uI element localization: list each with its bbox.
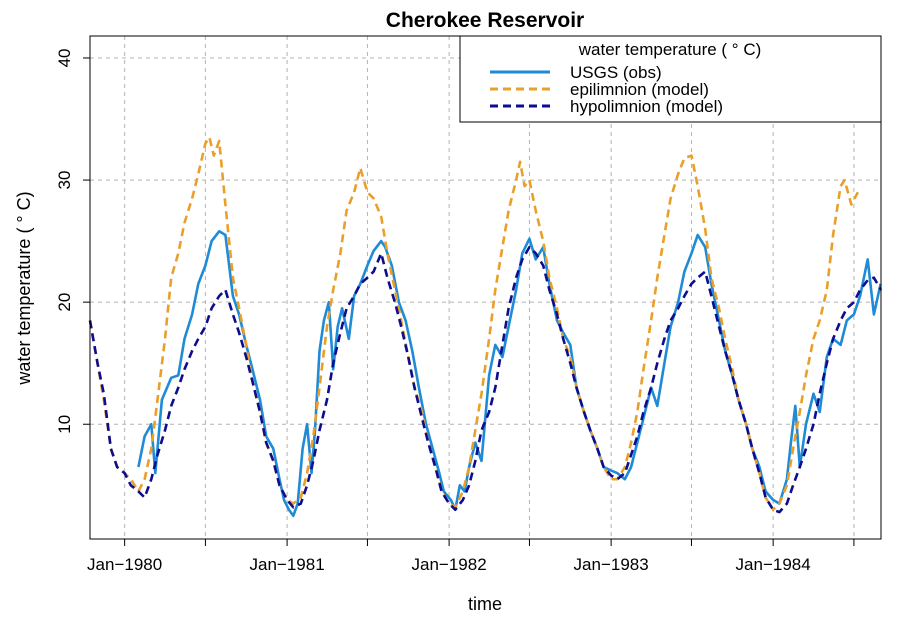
legend-label: USGS (obs)	[570, 63, 662, 82]
y-tick-label: 40	[55, 49, 74, 68]
legend-items: USGS (obs)epilimnion (model)hypolimnion …	[490, 63, 723, 116]
x-tick-label: Jan−1983	[574, 555, 649, 574]
y-tick-label: 30	[55, 171, 74, 190]
y-tick-label: 10	[55, 415, 74, 434]
x-tick-label: Jan−1982	[412, 555, 487, 574]
series-line-2	[88, 136, 860, 512]
series-line-1	[137, 230, 882, 518]
x-tick-label: Jan−1980	[87, 555, 162, 574]
legend-box	[459, 35, 882, 123]
x-axis-label: time	[468, 594, 502, 614]
series-line-3	[88, 245, 883, 514]
axis-layer: Jan−1980 Jan−1981 Jan−1982 Jan−1983 Jan−1984…	[55, 49, 855, 574]
x-tick-label: Jan−1981	[250, 555, 325, 574]
series-layer	[88, 136, 883, 518]
y-tick-label: 20	[55, 293, 74, 312]
legend-title: water temperature ( ° C)	[578, 40, 762, 59]
legend: water temperature ( ° C) USGS (obs)epili…	[459, 35, 882, 123]
chart-title: Cherokee Reservoir	[386, 9, 584, 32]
legend-label: hypolimnion (model)	[570, 97, 723, 116]
legend-label: epilimnion (model)	[570, 80, 709, 99]
y-axis-label: water temperature ( ° C)	[14, 191, 34, 385]
x-tick-label: Jan−1984	[736, 555, 811, 574]
